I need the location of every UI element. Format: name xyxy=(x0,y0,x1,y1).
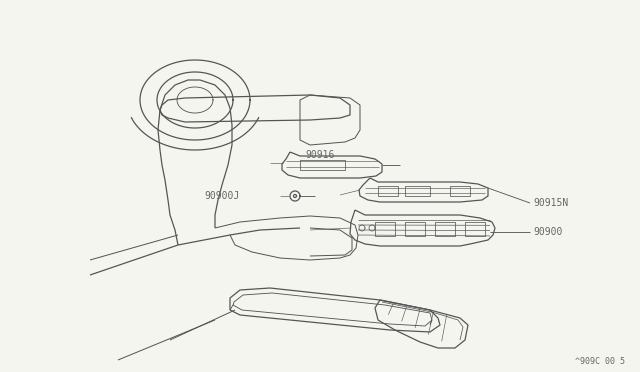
Text: 90900: 90900 xyxy=(533,227,563,237)
Text: 90915N: 90915N xyxy=(533,198,568,208)
Text: 90900J: 90900J xyxy=(205,191,240,201)
Text: ^909C 00 5: ^909C 00 5 xyxy=(575,357,625,366)
Text: 90916: 90916 xyxy=(305,150,335,160)
